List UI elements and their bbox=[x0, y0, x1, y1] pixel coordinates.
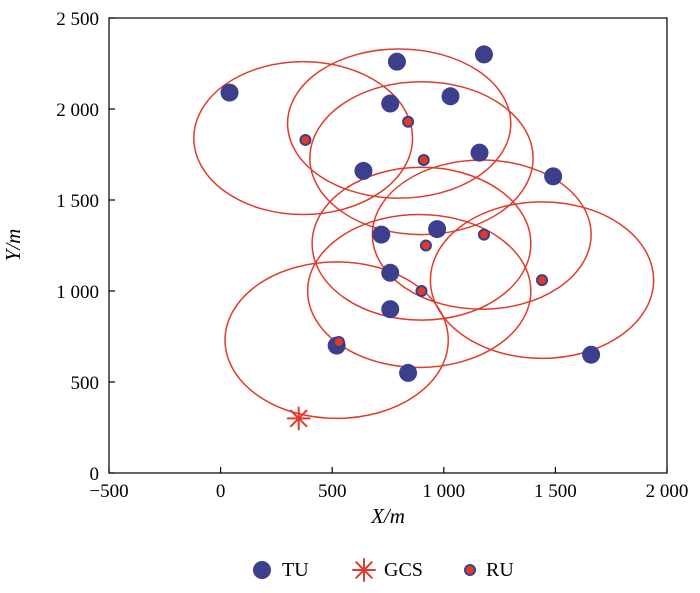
ru-point-7 bbox=[415, 285, 428, 297]
y-tick-label-4: 1 500 bbox=[56, 191, 99, 212]
x-tick-label-5: 1 500 bbox=[534, 481, 577, 502]
y-tick-label-1: 0 bbox=[90, 464, 100, 485]
coverage-circle-1 bbox=[193, 60, 414, 216]
tu-point-9 bbox=[372, 225, 391, 244]
tu-point-10 bbox=[428, 220, 447, 239]
coverage-circle-3 bbox=[309, 80, 534, 236]
coverage-circle-7 bbox=[306, 213, 532, 369]
plot-area-frame bbox=[108, 17, 668, 474]
tu-point-11 bbox=[381, 263, 400, 282]
y-tick-label-2: 500 bbox=[71, 373, 100, 394]
legend-marker-ru bbox=[464, 564, 476, 576]
ru-point-8 bbox=[332, 335, 345, 348]
y-tick-label-5: 2 000 bbox=[56, 100, 99, 121]
x-tick-label-3: 500 bbox=[318, 481, 347, 502]
legend-item-ru: RU bbox=[464, 559, 514, 581]
x-tick-label-6: 2 000 bbox=[646, 481, 689, 502]
legend-label-ru: RU bbox=[486, 559, 514, 581]
legend-item-gcs: GCS bbox=[352, 558, 423, 582]
tu-point-2 bbox=[387, 52, 406, 71]
tu-point-8 bbox=[544, 167, 563, 186]
coverage-circle-2 bbox=[286, 48, 512, 199]
x-tick-label-4: 1 000 bbox=[422, 481, 465, 502]
x-axis-title: X/m bbox=[370, 504, 405, 528]
coverage-circle-6 bbox=[429, 201, 655, 360]
ru-point-1 bbox=[299, 133, 312, 146]
tu-point-12 bbox=[381, 300, 400, 319]
legend-label-tu: TU bbox=[282, 559, 309, 581]
ru-point-3 bbox=[417, 153, 430, 166]
y-tick-label-6: 2 500 bbox=[56, 9, 99, 30]
gcs-point-1 bbox=[286, 406, 311, 431]
ru-point-5 bbox=[477, 228, 490, 241]
legend-marker-tu bbox=[253, 561, 271, 579]
ru-point-2 bbox=[402, 115, 415, 128]
coverage-circle-4 bbox=[311, 166, 532, 321]
tu-point-6 bbox=[470, 143, 489, 162]
tu-point-4 bbox=[381, 94, 400, 113]
y-axis-title: Y/m bbox=[1, 229, 25, 262]
coverage-circles bbox=[193, 48, 655, 420]
coverage-circle-8 bbox=[224, 261, 450, 420]
legend-item-tu: TU bbox=[253, 559, 309, 581]
tu-point-7 bbox=[354, 161, 373, 180]
tu-point-14 bbox=[399, 363, 418, 382]
tu-point-1 bbox=[220, 83, 239, 102]
x-tick-label-1: −500 bbox=[89, 481, 128, 502]
data-points bbox=[220, 45, 601, 431]
legend-marker-gcs bbox=[352, 558, 376, 582]
tu-point-15 bbox=[582, 345, 601, 364]
legend-label-gcs: GCS bbox=[384, 559, 423, 581]
x-tick-label-2: 0 bbox=[216, 481, 226, 502]
ru-point-6 bbox=[536, 274, 549, 287]
tu-point-3 bbox=[474, 45, 493, 64]
tu-point-5 bbox=[441, 87, 460, 106]
y-tick-label-3: 1 000 bbox=[56, 282, 99, 303]
legend: TU GCS RU bbox=[253, 558, 514, 582]
ru-point-4 bbox=[419, 239, 432, 252]
